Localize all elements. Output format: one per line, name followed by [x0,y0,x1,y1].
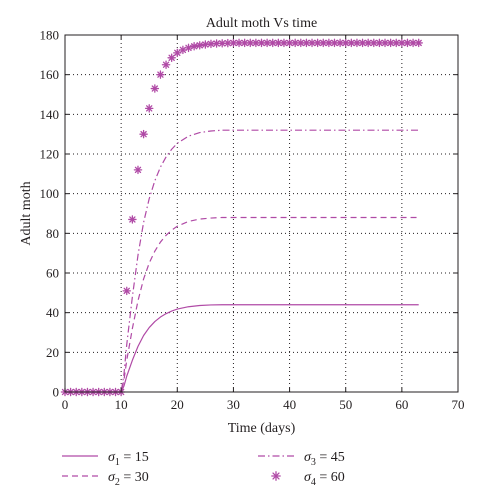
data-point [161,60,171,69]
data-point [369,38,379,48]
data-point [403,38,412,48]
data-point [296,38,306,48]
legend-label: σ1 = 15 [108,450,149,468]
x-tick-label: 70 [452,397,465,412]
data-point [358,38,367,48]
data-point [240,38,249,48]
data-point [307,38,317,48]
data-point [150,84,160,93]
data-point [122,286,132,296]
series-group [60,38,423,397]
data-point [128,215,137,224]
grid-lines [65,35,458,392]
y-tick-label: 120 [40,147,60,162]
data-point [184,43,193,53]
x-axis-label: Time (days) [228,421,296,436]
x-tick-label: 0 [62,397,69,412]
y-tick-label: 140 [40,107,60,122]
x-tick-label: 50 [339,397,352,412]
series-3-line [65,129,419,393]
data-point [133,165,143,175]
y-tick-label: 100 [40,186,60,201]
series-4-markers [60,38,423,397]
legend-marker [271,471,281,481]
data-point [414,38,423,48]
x-tick-label: 30 [227,397,240,412]
legend: σ1 = 15 σ2 = 30 σ3 = 45 σ4 = 60 [62,450,345,488]
data-point [167,53,176,63]
legend-label: σ2 = 30 [108,470,149,488]
data-point [189,42,199,51]
y-tick-label: 80 [46,226,59,241]
data-point [391,38,401,48]
data-point [144,104,154,113]
x-tick-label: 20 [171,397,184,412]
y-tick-label: 60 [46,266,59,281]
x-tick-label: 60 [395,397,408,412]
chart-title: Adult moth Vs time [206,16,317,31]
y-tick-label: 160 [40,67,60,82]
data-point [251,38,261,48]
y-tick-label: 20 [46,345,59,360]
data-point [257,38,266,48]
y-tick-label: 40 [46,305,59,320]
y-axis-label: Adult moth [19,181,34,245]
x-tick-label: 10 [115,397,128,412]
legend-label: σ3 = 45 [304,450,345,468]
legend-label: σ4 = 60 [304,470,345,488]
plot-frame [64,34,459,393]
legend-item: σ1 = 15 [62,450,149,468]
data-point [173,48,182,58]
legend-item: σ4 = 60 [271,470,345,488]
data-point [156,70,165,79]
legend-item: σ3 = 45 [258,450,345,468]
series-2-line [65,216,419,393]
plot-area [65,35,458,392]
x-tick-label: 40 [283,397,296,412]
series-1-line [65,304,419,393]
y-tick-label: 180 [40,28,60,43]
legend-item: σ2 = 30 [62,470,149,488]
y-tick-label: 0 [53,385,60,400]
axis-ticks: 0 10 20 30 40 50 60 70 0 20 40 60 80 100 120 140 160 180 [40,28,465,413]
data-point [139,129,148,139]
data-point [201,40,210,49]
data-point [195,41,204,50]
